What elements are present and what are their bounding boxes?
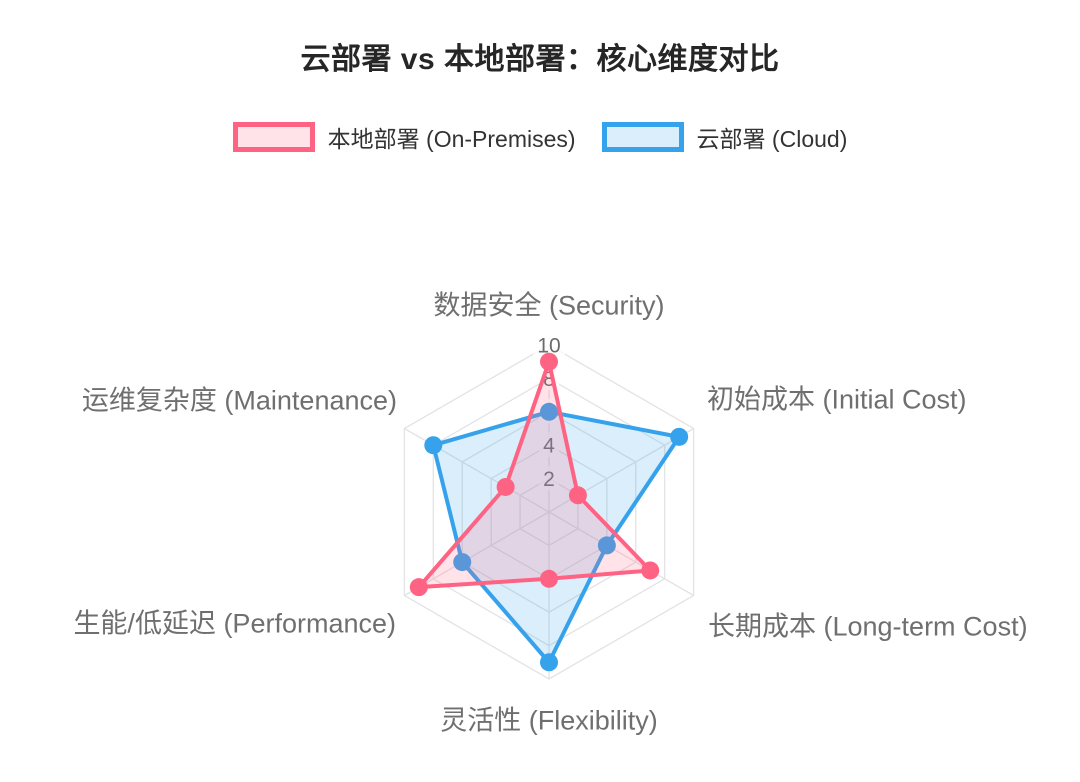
legend-item-cloud[interactable]: 云部署 (Cloud) <box>601 120 848 154</box>
data-point[interactable] <box>540 402 558 421</box>
radar-series-1 <box>424 402 689 672</box>
data-point[interactable] <box>540 653 558 672</box>
axis-label: 初始成本 (Initial Cost) <box>707 384 967 414</box>
tick-backdrop <box>539 465 559 491</box>
data-point[interactable] <box>540 569 558 588</box>
tick-label: 8 <box>543 368 555 391</box>
data-point[interactable] <box>641 561 660 580</box>
data-point[interactable] <box>540 352 558 371</box>
tick-label: 4 <box>543 435 555 458</box>
radar-series-0 <box>409 352 660 597</box>
data-point[interactable] <box>597 536 616 555</box>
axis-label: 运维复杂度 (Maintenance) <box>82 385 397 415</box>
tick-backdrop <box>539 432 559 458</box>
axis-label: 长期成本 (Long-term Cost) <box>708 611 1028 641</box>
axis-label: 生能/低延迟 (Performance) <box>73 608 396 638</box>
axis-label: 数据安全 (Security) <box>433 290 664 320</box>
data-point[interactable] <box>568 486 587 505</box>
tick-label: 10 <box>537 334 560 357</box>
chart-title: 云部署 vs 本地部署：核心维度对比 <box>300 43 780 76</box>
data-point[interactable] <box>424 436 443 455</box>
axis-label: 灵活性 (Flexibility) <box>440 705 658 735</box>
radar-axis-labels: 数据安全 (Security) 初始成本 (Initial Cost) 长期成本 (… <box>73 290 1027 735</box>
data-point[interactable] <box>453 553 472 572</box>
chart-legend: 本地部署 (On-Premises) 云部署 (Cloud) <box>0 120 1080 154</box>
grid-spoke <box>404 511 550 597</box>
legend-swatch-on-premises-icon <box>232 122 315 152</box>
legend-item-on-premises[interactable]: 本地部署 (On-Premises) <box>232 120 576 154</box>
data-point[interactable] <box>670 427 689 446</box>
grid-spoke <box>548 511 694 597</box>
legend-label-cloud: 云部署 (Cloud) <box>696 126 848 152</box>
legend-label-on-premises: 本地部署 (On-Premises) <box>327 126 576 152</box>
tick-label: 2 <box>543 468 555 491</box>
data-point[interactable] <box>496 477 515 496</box>
legend-swatch-cloud-icon <box>601 122 684 152</box>
data-point[interactable] <box>409 578 428 597</box>
